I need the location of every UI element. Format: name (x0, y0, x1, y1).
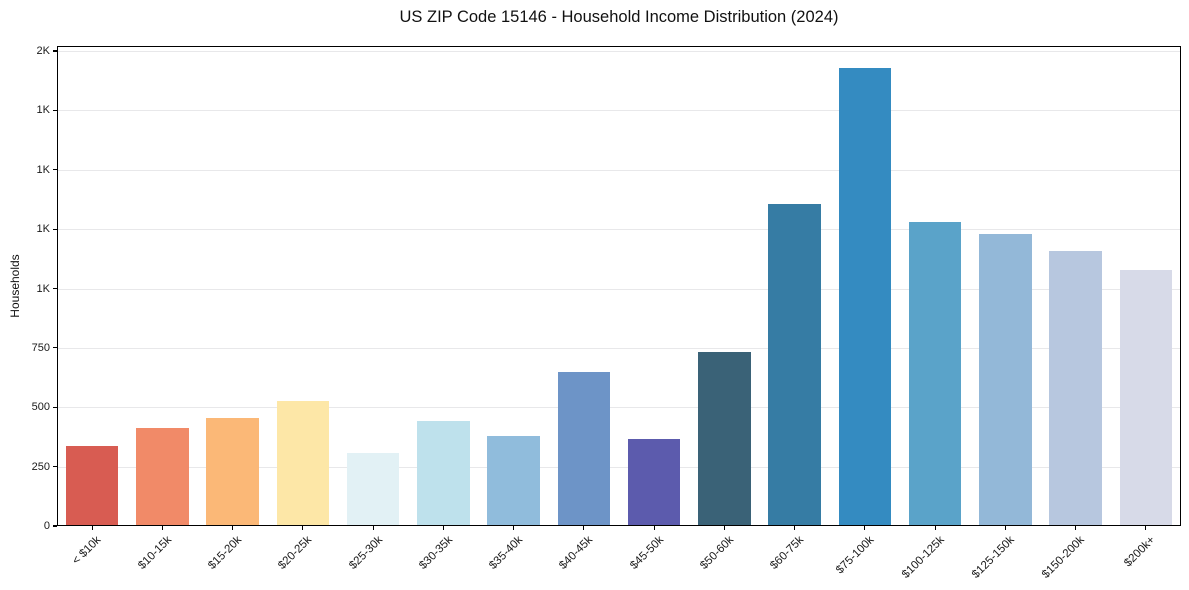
gridline (57, 51, 1181, 52)
y-axis-tick (53, 228, 57, 230)
x-tick-label: < $10k (70, 534, 104, 568)
y-axis-tick (53, 109, 57, 111)
bar (979, 234, 1032, 526)
x-axis-tick (794, 526, 796, 530)
x-tick-label: $40-45k (557, 534, 596, 572)
bar (65, 446, 119, 526)
x-axis-tick (1145, 526, 1147, 530)
y-axis-tick (53, 50, 57, 52)
x-axis-tick (513, 526, 515, 530)
y-axis-tick (53, 347, 57, 349)
y-axis-tick (53, 406, 57, 408)
x-tick-label: $10-15k (135, 534, 174, 572)
x-tick-label: $75-100k (833, 534, 877, 577)
y-axis-tick (53, 466, 57, 468)
gridline (57, 229, 1181, 231)
x-tick-label: $45-50k (627, 534, 666, 572)
y-tick-label: 750 (31, 341, 50, 354)
x-axis-tick (91, 526, 93, 530)
y-tick-label: 1K (36, 223, 50, 236)
bar (1119, 269, 1173, 526)
x-tick-label: $125-150k (969, 534, 1017, 581)
x-axis-tick (1004, 526, 1006, 530)
x-tick-label: $20-25k (276, 534, 315, 572)
x-tick-label: $30-35k (416, 534, 455, 572)
x-axis-tick (302, 526, 304, 530)
gridline (57, 466, 1181, 468)
bar (346, 453, 400, 526)
bar (206, 417, 259, 526)
bar (136, 428, 189, 526)
x-axis-tick (723, 526, 725, 530)
bar (557, 372, 611, 526)
gridline (57, 347, 1181, 349)
bar (627, 438, 681, 526)
y-tick-label: 1K (36, 163, 50, 176)
bar (417, 421, 470, 526)
gridline (57, 288, 1181, 290)
x-axis-tick (934, 526, 936, 530)
y-axis-tick (53, 287, 57, 290)
y-axis-tick (53, 525, 57, 527)
bar (908, 221, 962, 526)
y-tick-label: 250 (31, 460, 50, 473)
bar (1049, 250, 1102, 526)
gridline (57, 169, 1181, 171)
gridline (57, 407, 1181, 409)
bar (838, 67, 892, 526)
gridline (57, 110, 1181, 112)
x-tick-label: $25-30k (346, 534, 385, 572)
bar (768, 204, 821, 526)
y-tick-label: 0 (43, 520, 50, 532)
y-tick-label: 500 (31, 401, 50, 414)
x-tick-label: $15-20k (206, 534, 245, 572)
x-axis-tick (653, 526, 655, 530)
x-axis-tick (372, 526, 374, 530)
x-axis-tick (232, 526, 234, 530)
x-axis-tick (442, 526, 444, 530)
x-axis-tick (161, 526, 163, 530)
x-tick-label: $100-125k (899, 534, 947, 581)
x-tick-label: $150-200k (1040, 534, 1088, 581)
x-tick-label: $50-60k (697, 534, 736, 572)
x-tick-label: $200k+ (1121, 534, 1158, 570)
x-axis-tick (583, 526, 585, 530)
chart-title: US ZIP Code 15146 - Household Income Dis… (399, 8, 839, 26)
y-tick-label: 2K (36, 45, 50, 57)
x-axis-tick (1075, 526, 1077, 530)
y-tick-label: 1K (36, 104, 50, 117)
bar (698, 352, 751, 526)
bar (487, 436, 540, 526)
bar (276, 400, 330, 526)
y-tick-label: 1K (36, 282, 50, 295)
y-axis-tick (53, 169, 57, 171)
x-tick-label: $35-40k (487, 534, 526, 572)
x-axis-tick (864, 526, 866, 530)
x-tick-label: $60-75k (768, 534, 807, 572)
